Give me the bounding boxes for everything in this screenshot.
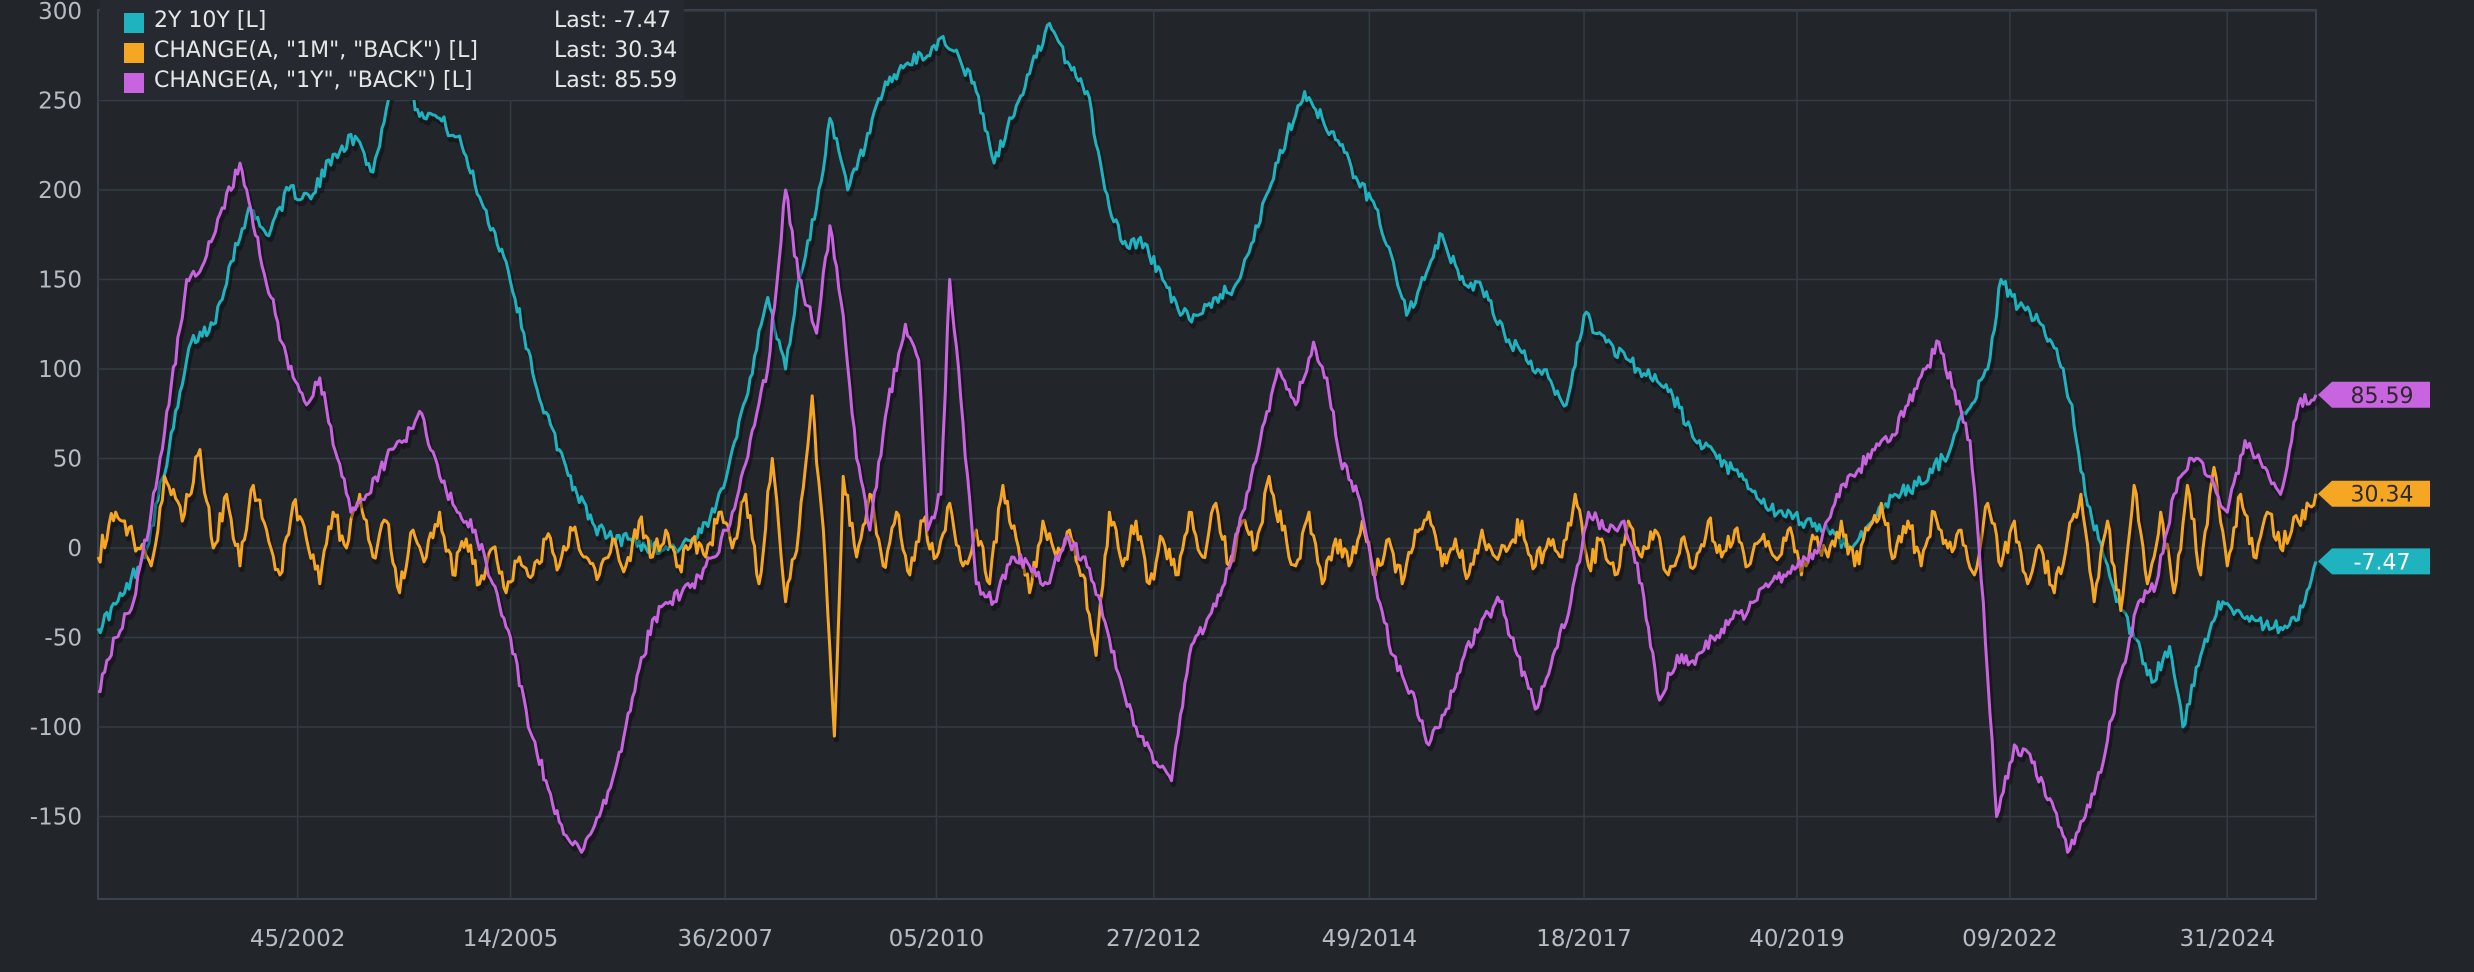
x-tick-label: 09/2022 <box>1962 926 2058 952</box>
y-tick-label: -100 <box>30 715 82 741</box>
last-value-tag: 30.34 <box>2318 480 2430 508</box>
grid-lines <box>97 9 2317 900</box>
legend-last-value: Last: 30.34 <box>554 38 678 63</box>
series-lines <box>96 22 2321 859</box>
legend: 2Y 10Y [L] Last: -7.47 CHANGE(A, "1M", "… <box>100 0 684 100</box>
last-value-tag: 85.59 <box>2318 381 2430 409</box>
last-value-tag: -7.47 <box>2318 548 2430 575</box>
legend-swatch <box>124 73 144 93</box>
y-tick-label: -50 <box>44 626 82 652</box>
y-tick-label: 0 <box>67 536 82 562</box>
series-line <box>97 161 2318 854</box>
x-tick-label: 31/2024 <box>2179 926 2275 952</box>
y-tick-label: 300 <box>38 0 82 25</box>
legend-series-name: 2Y 10Y [L] <box>154 8 267 33</box>
legend-entry-2y10y[interactable]: 2Y 10Y [L] Last: -7.47 <box>124 8 684 38</box>
x-axis: 45/2002 14/2005 36/2007 05/2010 27/2012 49/20… <box>250 926 2275 952</box>
y-tick-label: 100 <box>38 357 82 383</box>
legend-series-name: CHANGE(A, "1M", "BACK") [L] <box>154 38 478 63</box>
x-tick-label: 05/2010 <box>889 926 985 952</box>
legend-last-value: Last: 85.59 <box>554 68 678 93</box>
last-value-text: 85.59 <box>2351 384 2414 409</box>
x-tick-label: 36/2007 <box>677 926 773 952</box>
legend-swatch <box>124 13 144 33</box>
legend-entry-change-1m[interactable]: CHANGE(A, "1M", "BACK") [L] Last: 30.34 <box>124 38 684 68</box>
legend-series-name: CHANGE(A, "1Y", "BACK") [L] <box>154 68 473 93</box>
series-line <box>96 22 2318 729</box>
y-tick-label: 200 <box>38 178 82 204</box>
x-tick-label: 18/2017 <box>1536 926 1632 952</box>
last-value-text: 30.34 <box>2351 483 2414 508</box>
series-line <box>96 394 2318 738</box>
y-tick-label: -150 <box>30 805 82 831</box>
x-tick-label: 45/2002 <box>250 926 346 952</box>
legend-last-value: Last: -7.47 <box>554 8 672 33</box>
last-value-labels: -7.47 30.34 85.59 <box>2318 381 2430 575</box>
x-tick-label: 40/2019 <box>1749 926 1845 952</box>
x-tick-label: 49/2014 <box>1322 926 1418 952</box>
y-tick-label: 150 <box>38 268 82 294</box>
x-tick-label: 14/2005 <box>463 926 559 952</box>
x-tick-label: 27/2012 <box>1106 926 1202 952</box>
legend-swatch <box>124 43 144 63</box>
y-axis: 300 250 200 150 100 50 0 -50 -100 -150 <box>30 0 82 831</box>
y-tick-label: 50 <box>53 447 82 473</box>
y-tick-label: 250 <box>38 89 82 115</box>
last-value-text: -7.47 <box>2354 550 2411 575</box>
legend-entry-change-1y[interactable]: CHANGE(A, "1Y", "BACK") [L] Last: 85.59 <box>124 68 684 98</box>
